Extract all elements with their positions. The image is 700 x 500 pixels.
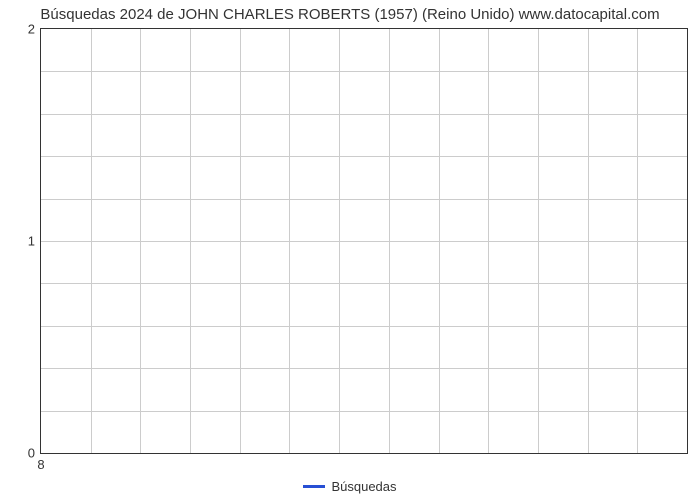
y-tick-label: 2 [28, 22, 35, 37]
gridline-h [41, 326, 687, 327]
y-tick-label: 0 [28, 446, 35, 461]
legend-swatch [303, 485, 325, 488]
x-tick-label: 8 [37, 457, 44, 472]
gridline-h [41, 71, 687, 72]
legend-label: Búsquedas [331, 479, 396, 494]
plot-area: 0128 [40, 28, 688, 454]
gridline-h [41, 114, 687, 115]
gridline-h [41, 411, 687, 412]
gridline-h [41, 283, 687, 284]
legend: Búsquedas [0, 478, 700, 494]
gridline-h [41, 156, 687, 157]
gridline-h [41, 199, 687, 200]
gridline-h [41, 241, 687, 242]
chart-container: Búsquedas 2024 de JOHN CHARLES ROBERTS (… [0, 0, 700, 500]
gridline-h [41, 368, 687, 369]
y-tick-label: 1 [28, 234, 35, 249]
chart-title: Búsquedas 2024 de JOHN CHARLES ROBERTS (… [0, 6, 700, 23]
